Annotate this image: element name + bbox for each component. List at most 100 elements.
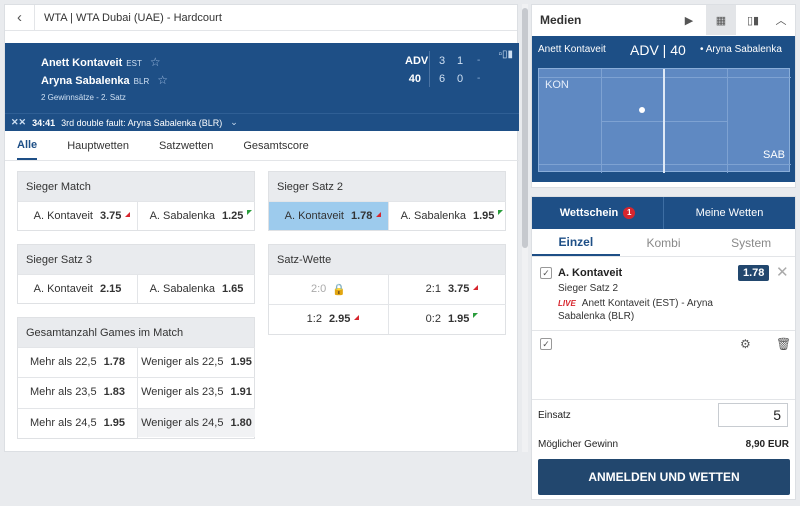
ball-icon	[639, 107, 645, 113]
odd-button[interactable]: Mehr als 23,5 1.83	[18, 377, 137, 406]
court-p2: • Aryna Sabalenka	[700, 44, 782, 55]
market-title: Sieger Satz 3	[18, 245, 254, 274]
odd-button[interactable]: Mehr als 22,5 1.78	[18, 347, 137, 376]
p2-set1: 6	[439, 73, 446, 85]
court-net	[663, 69, 665, 173]
odd-button-locked: 2:0 🔒	[269, 274, 388, 303]
court-points: ADV | 40	[630, 42, 686, 58]
chevron-down-icon[interactable]: ⌄	[230, 117, 238, 127]
market-title: Satz-Wette	[269, 245, 505, 274]
favorite-star-icon[interactable]: ☆	[157, 73, 168, 87]
slip-subtabs: Einzel Kombi System	[532, 229, 795, 257]
market-panel: ‹ WTA | WTA Dubai (UAE) - Hardcourt Anet…	[4, 4, 519, 452]
tab-satzwetten[interactable]: Satzwetten	[158, 139, 214, 152]
media-panel: Medien ▶ ▦ ▯▮ ︿ Anett Kontaveit ADV | 40…	[531, 4, 796, 188]
bet-odd: 1.78	[738, 265, 770, 281]
market-satz-wette: Satz-Wette 2:0 🔒 2:1 3.75 1:2 2.95 0:2 1.95	[268, 244, 506, 335]
trash-icon[interactable]: 🗑	[776, 337, 792, 351]
stake-input[interactable]	[718, 403, 788, 427]
odd-button[interactable]: 2:1 3.75	[389, 274, 506, 303]
court-label-kon: KON	[545, 79, 569, 91]
event-bar[interactable]: ✕✕ 34:41 3rd double fault: Aryna Sabalen…	[5, 113, 519, 131]
market-tabs: Alle Hauptwetten Satzwetten Gesamtscore	[5, 131, 519, 161]
market-sieger-satz-3: Sieger Satz 3 A. Kontaveit 2.15 A. Sabale…	[17, 244, 255, 304]
market-games-total: Gesamtanzahl Games im Match Mehr als 22,…	[17, 317, 255, 439]
media-title: Medien	[540, 13, 582, 27]
gain-label: Möglicher Gewinn	[538, 439, 619, 450]
odd-button[interactable]: A. Sabalenka 1.95	[389, 201, 506, 230]
tab-meine-wetten[interactable]: Meine Wetten	[663, 197, 795, 229]
tab-gesamtscore[interactable]: Gesamtscore	[243, 139, 309, 152]
breadcrumb-text: WTA | WTA Dubai (UAE) - Hardcourt	[44, 11, 222, 24]
match-event: 3rd double fault: Aryna Sabalenka (BLR)	[61, 117, 223, 128]
back-icon[interactable]: ‹	[5, 5, 35, 30]
video-icon[interactable]: ▶	[684, 14, 694, 27]
odd-button[interactable]: Weniger als 24,5 1.80	[138, 408, 255, 437]
tab-wettschein[interactable]: Wettschein 1	[532, 197, 663, 229]
court-icon[interactable]: ▦	[706, 5, 736, 35]
gear-icon[interactable]: ⚙	[740, 337, 751, 351]
market-title: Sieger Satz 2	[269, 172, 505, 201]
login-and-bet-button[interactable]: ANMELDEN UND WETTEN	[538, 459, 790, 495]
bet-market: Sieger Satz 2	[558, 283, 619, 294]
bet-item: ✓ A. Kontaveit Sieger Satz 2 LIVE Anett K…	[532, 259, 795, 331]
stake-label: Einsatz	[538, 410, 571, 421]
odd-button[interactable]: A. Sabalenka 1.65	[138, 274, 255, 303]
odd-button[interactable]: 0:2 1.95	[389, 304, 506, 333]
odd-button-selected[interactable]: A. Kontaveit 1.78	[269, 201, 388, 230]
odd-button[interactable]: Mehr als 24,5 1.95	[18, 408, 137, 437]
stats-icon[interactable]: ▫▯▮	[498, 49, 513, 60]
odd-button[interactable]: 1:2 2.95	[269, 304, 388, 333]
tab-alle[interactable]: Alle	[17, 131, 38, 160]
close-icon[interactable]: ✕	[776, 264, 789, 281]
player-2: Aryna Sabalenka BLR ☆	[41, 73, 168, 87]
odd-button[interactable]: A. Kontaveit 3.75	[18, 201, 137, 230]
select-all-checkbox[interactable]: ✓	[540, 338, 552, 350]
odd-button[interactable]: A. Kontaveit 2.15	[18, 274, 137, 303]
p2-set2: 0	[457, 73, 464, 85]
odd-button[interactable]: A. Sabalenka 1.25	[138, 201, 255, 230]
market-title: Gesamtanzahl Games im Match	[18, 318, 254, 347]
p2-set3: -	[477, 73, 481, 84]
bet-selection: A. Kontaveit	[558, 267, 623, 279]
stake-row: Einsatz	[532, 399, 795, 431]
tab-einzel[interactable]: Einzel	[532, 229, 620, 256]
market-sieger-match: Sieger Match A. Kontaveit 3.75 A. Sabalen…	[17, 171, 255, 231]
gain-value: 8,90 EUR	[745, 439, 789, 450]
slip-tabs: Wettschein 1 Meine Wetten	[532, 197, 795, 229]
odd-button[interactable]: Weniger als 22,5 1.95	[138, 347, 255, 376]
market-sieger-satz-2: Sieger Satz 2 A. Kontaveit 1.78 A. Sabale…	[268, 171, 506, 231]
match-time: 34:41	[32, 117, 56, 128]
p1-points: ADV	[405, 55, 429, 67]
chevron-up-icon[interactable]: ︿	[775, 15, 787, 27]
breadcrumb: ‹ WTA | WTA Dubai (UAE) - Hardcourt	[5, 5, 517, 31]
odd-button[interactable]: Weniger als 23,5 1.91	[138, 377, 255, 406]
lock-icon: 🔒	[332, 283, 346, 296]
tab-system[interactable]: System	[731, 235, 772, 250]
tennis-icon: ✕✕	[11, 117, 27, 127]
scoreboard: Anett Kontaveit EST ☆ Aryna Sabalenka BLR ☆ …	[5, 43, 519, 131]
bet-checkbox[interactable]: ✓	[540, 267, 552, 279]
count-badge: 1	[623, 207, 636, 219]
p2-points: 40	[408, 73, 421, 85]
p1-set1: 3	[439, 55, 446, 67]
court-p1: Anett Kontaveit	[538, 44, 606, 55]
stats-icon[interactable]: ▯▮	[746, 14, 760, 27]
bet-slip: Wettschein 1 Meine Wetten Einzel Kombi Sy…	[531, 196, 796, 500]
match-info: 2 Gewinnsätze - 2. Satz	[41, 93, 126, 102]
p1-set2: 1	[457, 55, 464, 67]
scrollbar[interactable]	[522, 4, 528, 452]
tab-hauptwetten[interactable]: Hauptwetten	[67, 139, 129, 152]
tab-kombi[interactable]: Kombi	[646, 235, 681, 250]
market-title: Sieger Match	[18, 172, 254, 201]
court-field: KON SAB	[538, 68, 791, 173]
favorite-star-icon[interactable]: ☆	[149, 55, 161, 69]
bet-event: LIVE Anett Kontaveit (EST) - Aryna Sabale…	[558, 298, 713, 322]
live-badge: LIVE	[558, 299, 576, 308]
p1-set3: -	[477, 55, 481, 66]
slip-tools: ✓ ⚙ 🗑	[532, 331, 795, 359]
live-court: Anett Kontaveit ADV | 40 • Aryna Sabalen…	[532, 36, 795, 182]
scrollbar-thumb[interactable]	[522, 8, 528, 248]
player-1: Anett Kontaveit EST ☆	[41, 55, 161, 69]
court-label-sab: SAB	[762, 149, 785, 161]
